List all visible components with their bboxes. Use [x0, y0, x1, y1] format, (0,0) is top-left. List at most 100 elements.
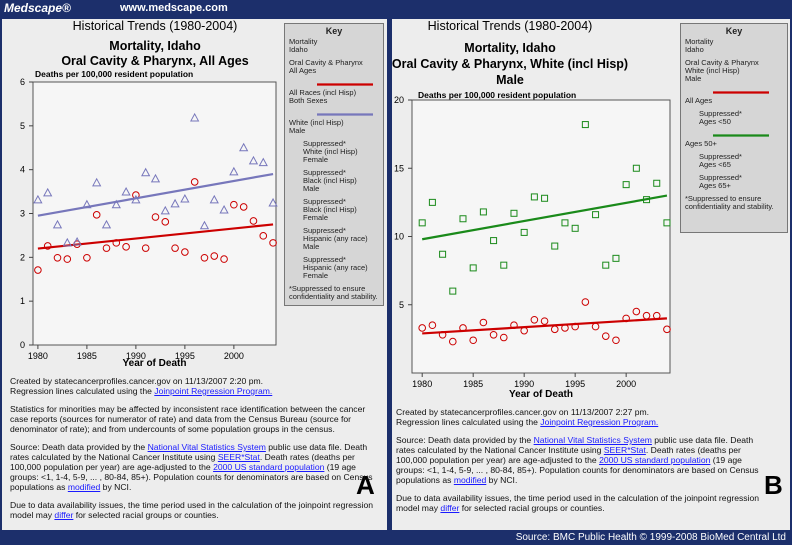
point [161, 218, 170, 226]
point [622, 314, 630, 323]
note-text: for selected racial groups or counties. [459, 503, 605, 513]
y-tick-label: 5 [20, 121, 25, 131]
note-link[interactable]: SEER*Stat [603, 445, 646, 455]
chart-title: Oral Cavity & Pharynx, All Ages [61, 54, 248, 68]
legend-title: Key [325, 26, 343, 36]
point [592, 211, 600, 219]
point [602, 261, 610, 269]
x-tick-label: 1980 [412, 379, 432, 389]
point [652, 311, 661, 320]
point [520, 326, 528, 335]
note-text: Created by statecancerprofiles.cancer.go… [396, 407, 650, 427]
point [530, 315, 539, 324]
point [249, 217, 258, 225]
y-tick-label: 1 [20, 296, 25, 306]
plot-area [411, 99, 671, 374]
note-paragraph: Source: Death data provided by the Natio… [396, 435, 766, 485]
y-axis-label: Deaths per 100,000 resident population [35, 69, 193, 79]
note-text: Due to data availability issues, the tim… [396, 493, 760, 513]
note-text: (19 age groups: <1, 1-4, 5-9, ... , 80-8… [396, 455, 759, 485]
point [601, 332, 610, 340]
note-text: (19 age groups: <1, 1-4, 5-9, ... , 80-8… [10, 462, 373, 492]
point [642, 311, 651, 320]
point [92, 177, 102, 187]
y-tick-label: 10 [394, 232, 404, 242]
legend-entry: White (incl Hisp) Male [289, 118, 344, 135]
y-tick-label: 6 [20, 77, 25, 87]
x-tick-label: 1990 [126, 351, 146, 361]
y-tick-label: 20 [394, 95, 404, 105]
point [499, 333, 508, 342]
point [632, 164, 640, 172]
point [200, 253, 209, 262]
note-text: Due to data availability issues, the tim… [10, 500, 374, 520]
chart-title: Male [496, 73, 524, 87]
point [489, 330, 498, 339]
point [112, 239, 121, 247]
point [220, 255, 228, 263]
legend-note: *Suppressed to ensure confidentiality an… [289, 284, 378, 301]
chart-title: Mortality, Idaho [109, 39, 201, 53]
legend-entry: All Ages [685, 96, 713, 105]
point [199, 220, 210, 230]
point [151, 213, 160, 221]
point [82, 199, 92, 209]
note-link[interactable]: National Vital Statistics System [533, 435, 652, 445]
point [571, 322, 579, 331]
note-paragraph: Due to data availability issues, the tim… [396, 493, 766, 513]
legend-header: Oral Cavity & Pharynx All Ages [289, 58, 363, 75]
note-link[interactable]: SEER*Stat [217, 452, 260, 462]
point [479, 208, 487, 216]
legend-suppressed: Suppressed* White (incl Hisp) Female [303, 139, 358, 164]
point [663, 219, 671, 227]
point [490, 237, 498, 245]
point [43, 242, 52, 250]
legend-entry: Ages 50+ [685, 139, 717, 148]
y-tick-label: 5 [399, 300, 404, 310]
chart-title: Oral Cavity & Pharynx, White (incl Hisp) [392, 57, 628, 71]
notes: Created by statecancerprofiles.cancer.go… [396, 407, 766, 521]
note-link[interactable]: Joinpoint Regression Program. [154, 386, 273, 396]
note-link[interactable]: differ [440, 503, 460, 513]
point [520, 228, 528, 236]
point [581, 121, 589, 129]
legend-entry: All Races (incl Hisp) Both Sexes [289, 88, 357, 105]
x-tick-label: 2000 [224, 351, 244, 361]
note-link[interactable]: differ [54, 510, 74, 520]
legend-swatch [713, 134, 769, 137]
point [269, 239, 277, 247]
point [160, 205, 170, 215]
note-link[interactable]: modified [67, 482, 101, 492]
note-link[interactable]: Joinpoint Regression Program. [540, 417, 659, 427]
point [530, 193, 538, 201]
x-tick-label: 1990 [514, 379, 534, 389]
y-tick-label: 4 [20, 165, 25, 175]
legend-note: *Suppressed to ensure confidentiality an… [685, 194, 774, 211]
point [479, 318, 488, 327]
point [448, 337, 457, 346]
point [229, 166, 239, 176]
note-link[interactable]: 2000 US standard population [213, 462, 325, 472]
point [612, 336, 620, 345]
point [219, 204, 229, 214]
point [571, 224, 579, 232]
point [248, 155, 259, 165]
point [101, 219, 112, 229]
point [459, 324, 467, 332]
point [62, 237, 72, 247]
y-tick-label: 2 [20, 252, 25, 262]
point [550, 325, 559, 334]
chart-title: Historical Trends (1980-2004) [428, 19, 593, 33]
point [500, 261, 508, 269]
note-link[interactable]: 2000 US standard population [599, 455, 711, 465]
note-link[interactable]: modified [453, 475, 487, 485]
point [551, 242, 559, 250]
point [439, 250, 447, 258]
legend-suppressed: Suppressed* Black (incl Hisp) Female [303, 197, 357, 222]
note-link[interactable]: National Vital Statistics System [147, 442, 266, 452]
point [428, 321, 437, 330]
legend-suppressed: Suppressed* Hispanic (any race) Female [303, 255, 368, 280]
x-tick-label: 1985 [77, 351, 97, 361]
